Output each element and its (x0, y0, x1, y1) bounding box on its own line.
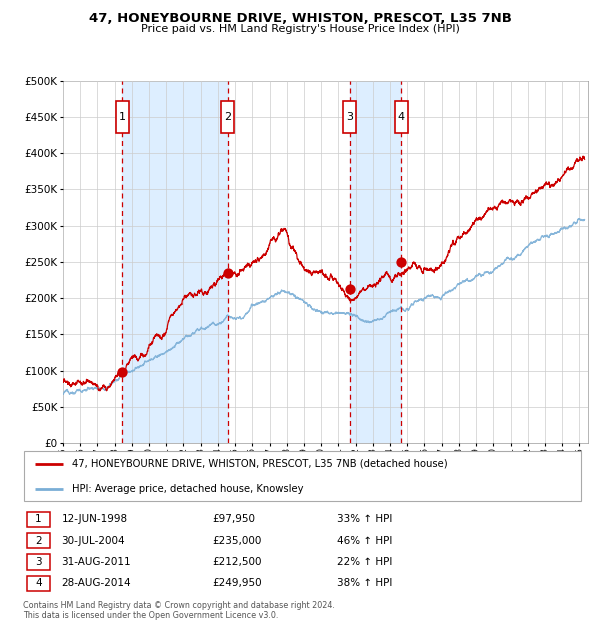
Text: 30-JUL-2004: 30-JUL-2004 (62, 536, 125, 546)
Text: 28-AUG-2014: 28-AUG-2014 (62, 578, 131, 588)
Text: 3: 3 (35, 557, 42, 567)
FancyBboxPatch shape (26, 554, 50, 570)
Text: Contains HM Land Registry data © Crown copyright and database right 2024.: Contains HM Land Registry data © Crown c… (23, 601, 335, 611)
Text: £235,000: £235,000 (213, 536, 262, 546)
Point (223, 268, 233, 278)
FancyBboxPatch shape (395, 101, 408, 133)
Text: 3: 3 (346, 112, 353, 122)
FancyBboxPatch shape (26, 533, 50, 548)
Text: 1: 1 (119, 112, 126, 122)
Text: 2: 2 (224, 112, 232, 122)
Text: HPI: Average price, detached house, Knowsley: HPI: Average price, detached house, Know… (72, 484, 303, 494)
Text: 47, HONEYBOURNE DRIVE, WHISTON, PRESCOT, L35 7NB (detached house): 47, HONEYBOURNE DRIVE, WHISTON, PRESCOT,… (72, 459, 448, 469)
Text: £212,500: £212,500 (213, 557, 262, 567)
Point (345, 284, 355, 294)
Text: 31-AUG-2011: 31-AUG-2011 (62, 557, 131, 567)
Text: This data is licensed under the Open Government Licence v3.0.: This data is licensed under the Open Gov… (23, 611, 278, 620)
Text: 1: 1 (35, 515, 42, 525)
Point (118, 367, 127, 377)
Text: 12-JUN-1998: 12-JUN-1998 (62, 515, 128, 525)
Text: 38% ↑ HPI: 38% ↑ HPI (337, 578, 392, 588)
Bar (122, 81, 228, 443)
Point (397, 257, 406, 267)
Text: 47, HONEYBOURNE DRIVE, WHISTON, PRESCOT, L35 7NB: 47, HONEYBOURNE DRIVE, WHISTON, PRESCOT,… (89, 12, 511, 25)
Text: 4: 4 (398, 112, 405, 122)
Text: £97,950: £97,950 (213, 515, 256, 525)
FancyBboxPatch shape (26, 512, 50, 527)
Text: 4: 4 (35, 578, 42, 588)
FancyBboxPatch shape (26, 576, 50, 591)
Text: 33% ↑ HPI: 33% ↑ HPI (337, 515, 392, 525)
FancyBboxPatch shape (24, 451, 581, 501)
FancyBboxPatch shape (116, 101, 129, 133)
Text: Price paid vs. HM Land Registry's House Price Index (HPI): Price paid vs. HM Land Registry's House … (140, 24, 460, 33)
FancyBboxPatch shape (221, 101, 235, 133)
FancyBboxPatch shape (343, 101, 356, 133)
Text: 46% ↑ HPI: 46% ↑ HPI (337, 536, 392, 546)
Text: 22% ↑ HPI: 22% ↑ HPI (337, 557, 392, 567)
Bar (350, 81, 401, 443)
Text: 2: 2 (35, 536, 42, 546)
Text: £249,950: £249,950 (213, 578, 262, 588)
